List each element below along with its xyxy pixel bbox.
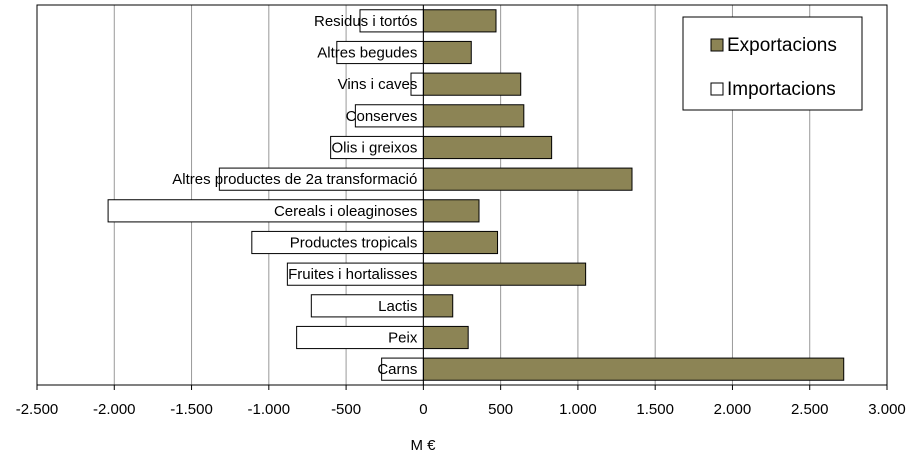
category-label: Residus i tortós — [314, 13, 417, 30]
category-label: Conserves — [346, 108, 418, 125]
x-tick-label: 2.000 — [714, 401, 752, 418]
category-label: Productes tropicals — [290, 234, 418, 251]
x-tick-label: -2.500 — [16, 401, 59, 418]
x-tick-label: 1.500 — [636, 401, 674, 418]
legend-swatch — [710, 82, 724, 96]
bar — [422, 135, 553, 160]
category-label: Altres productes de 2a transformació — [172, 171, 417, 188]
category-label: Olis i greixos — [332, 139, 418, 156]
x-tick-label: -500 — [331, 401, 361, 418]
x-axis-label: M € — [410, 437, 436, 454]
x-tick-label: 2.500 — [791, 401, 829, 418]
bar — [422, 325, 469, 350]
category-label: Altres begudes — [317, 44, 417, 61]
bar — [422, 9, 497, 33]
x-tick-label: -1.000 — [248, 401, 291, 418]
bar — [422, 167, 633, 191]
x-tick-label: -2.000 — [93, 401, 136, 418]
category-label: Cereals i oleaginoses — [274, 203, 417, 220]
category-label: Peix — [388, 329, 418, 346]
category-label: Vins i caves — [338, 76, 418, 93]
bar — [422, 357, 845, 381]
bar — [422, 72, 522, 96]
bar — [422, 294, 454, 318]
bar — [422, 262, 587, 286]
x-tick-label: -1.500 — [170, 401, 213, 418]
legend-label: Importacions — [727, 79, 836, 100]
category-label: Fruites i hortalisses — [288, 266, 417, 283]
bar — [422, 104, 525, 128]
x-tick-label: 0 — [419, 401, 427, 418]
x-tick-label: 3.000 — [868, 401, 906, 418]
bar — [422, 230, 499, 255]
category-label: Lactis — [378, 298, 417, 315]
legend-label: Exportacions — [727, 35, 837, 56]
x-tick-label: 500 — [488, 401, 513, 418]
plot-frame — [36, 4, 888, 386]
bar — [422, 199, 480, 223]
legend-swatch — [710, 38, 724, 52]
bar — [422, 40, 472, 65]
x-tick-label: 1.000 — [559, 401, 597, 418]
category-label: Carns — [377, 361, 417, 378]
